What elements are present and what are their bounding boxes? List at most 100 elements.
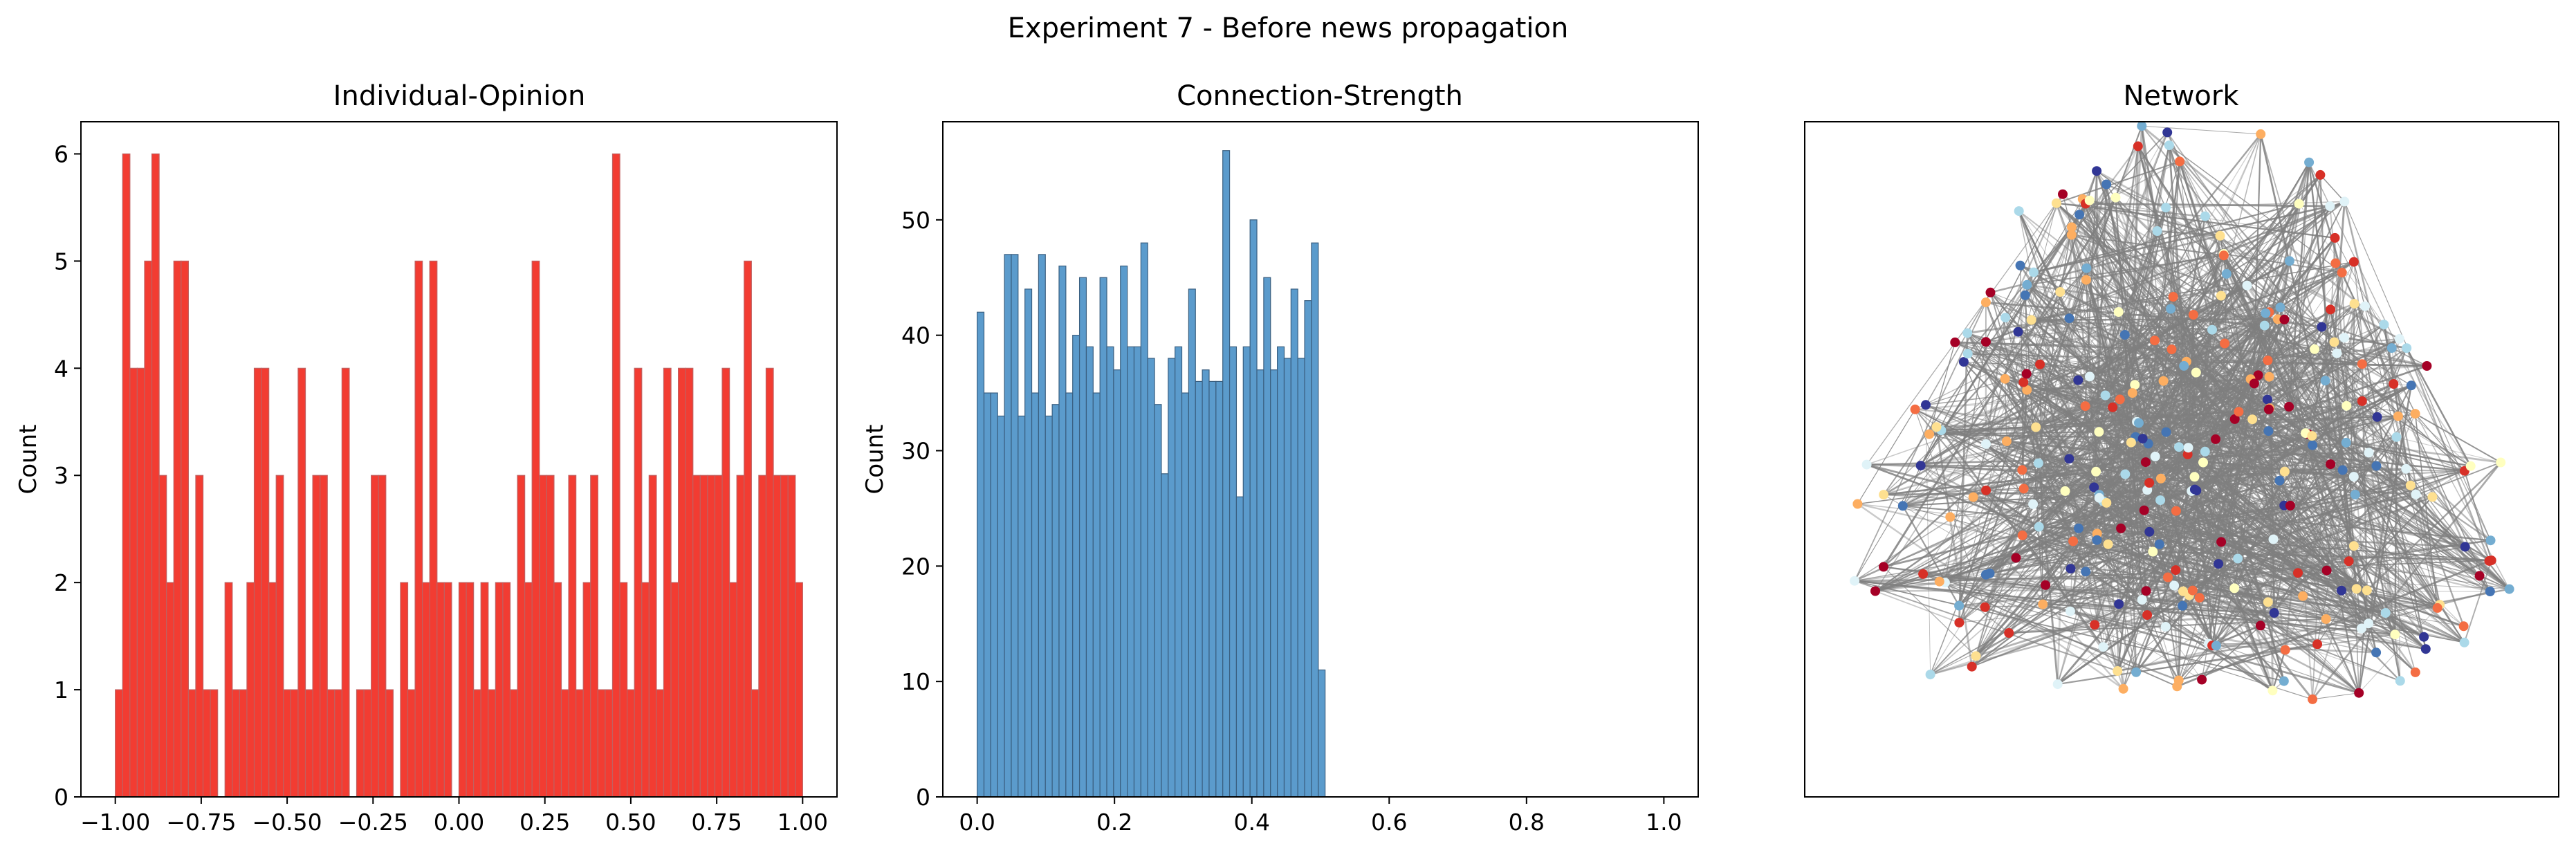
network-edge [2119, 399, 2122, 528]
network-edge [1985, 201, 2345, 343]
network-node [2155, 495, 2166, 506]
p1-bar [181, 260, 189, 798]
p1-bar [765, 367, 774, 798]
network-edge [1985, 317, 2007, 445]
network-node [2013, 327, 2023, 337]
network-node [2028, 499, 2039, 509]
network-edge [2368, 590, 2491, 625]
p1-bar [729, 582, 737, 798]
p1-bar [758, 475, 767, 798]
network-node [2164, 140, 2174, 151]
network-edge [1967, 226, 2072, 354]
network-edge [2145, 338, 2400, 463]
p2-bar [1120, 265, 1128, 798]
network-edge [2155, 255, 2225, 457]
network-edge [1985, 443, 2169, 578]
p2-bar [1147, 358, 1155, 798]
network-node [2233, 553, 2243, 564]
network-node [2337, 585, 2346, 596]
p1-bar [312, 475, 321, 798]
p2-bar [1318, 669, 1326, 798]
network-edge [1967, 332, 2135, 386]
network-node [2155, 473, 2166, 484]
network-node [2330, 232, 2340, 243]
network-node [2393, 411, 2403, 421]
p2-bar [1065, 392, 1074, 798]
network-edge [2154, 340, 2362, 365]
network-edge [2220, 235, 2309, 434]
network-edge [1925, 292, 1991, 405]
network-node [2172, 681, 2182, 692]
network-edge [2288, 406, 2350, 562]
network-node [2320, 376, 2330, 386]
p1-x-tick-label: −0.50 [252, 809, 322, 836]
network-node [2133, 141, 2143, 151]
network-node [2081, 263, 2092, 273]
network-node [2465, 461, 2476, 471]
network-edge [1941, 409, 2269, 431]
network-edge [2132, 392, 2286, 650]
network-node [2035, 359, 2045, 369]
network-edge [2119, 398, 2269, 410]
p2-bar [1202, 369, 1210, 798]
network-node [2432, 603, 2442, 613]
network-node [2141, 586, 2151, 596]
network-edge [2319, 174, 2345, 202]
network-node [2001, 436, 2012, 446]
network-node [2221, 268, 2232, 279]
network-edge [2394, 436, 2398, 635]
p1-bar [290, 689, 299, 798]
network-edge [2346, 442, 2438, 609]
p1-bar [539, 475, 547, 798]
network-edge [2353, 261, 2366, 306]
p2-bar [1072, 335, 1080, 798]
network-node [2189, 472, 2200, 482]
network-node [2249, 378, 2259, 389]
network-node [2460, 542, 2470, 552]
p2-bar [1277, 346, 1285, 798]
opinion-histogram: Individual-Opinion −1.00 −0.75 −0.50 −0.25 0… [15, 80, 838, 836]
network-node [2394, 333, 2404, 344]
network-node [2150, 451, 2160, 461]
p1-bar [590, 475, 598, 798]
p1-bar [736, 475, 745, 798]
p2-bar [1133, 346, 1141, 798]
network-edge [2023, 205, 2330, 490]
network-node [1918, 569, 1929, 579]
network-node [2348, 541, 2359, 551]
p2-bar [1283, 358, 1291, 798]
p2-y-tick-label: 20 [901, 553, 930, 580]
p2-bar [1181, 392, 1189, 798]
network-edge [2079, 170, 2097, 215]
network-node [2380, 608, 2391, 618]
p1-bar [166, 582, 174, 798]
network-node [1924, 429, 1935, 439]
network-node [2000, 313, 2011, 323]
network-node [2496, 457, 2506, 468]
p1-y-tick-label: 0 [54, 784, 68, 811]
network-edge [2191, 262, 2337, 492]
network-node [2064, 313, 2074, 324]
p2-bar [1175, 346, 1183, 798]
p1-bar [202, 689, 211, 798]
p2-bar [1304, 300, 1312, 798]
network-node [2485, 535, 2496, 546]
network-edge [1854, 494, 2355, 582]
network-node [2410, 409, 2420, 419]
p1-bar [253, 367, 262, 798]
network-node [2267, 686, 2278, 696]
p2-bar [983, 392, 991, 798]
network-node [2114, 599, 2124, 609]
network-node [2348, 257, 2359, 267]
network-node [2215, 230, 2225, 241]
p2-x-tick-label: 0.6 [1371, 809, 1407, 836]
network-edge [2308, 162, 2343, 273]
network-edge [2072, 456, 2156, 542]
network-edge [1854, 470, 2097, 582]
strength-y-ticks: 0 10 20 30 40 50 [901, 207, 943, 811]
network-node [2259, 320, 2270, 331]
network-node [2158, 376, 2169, 386]
network-edge [2342, 272, 2491, 592]
network-node [2137, 434, 2148, 444]
network-edge [2199, 465, 2472, 599]
